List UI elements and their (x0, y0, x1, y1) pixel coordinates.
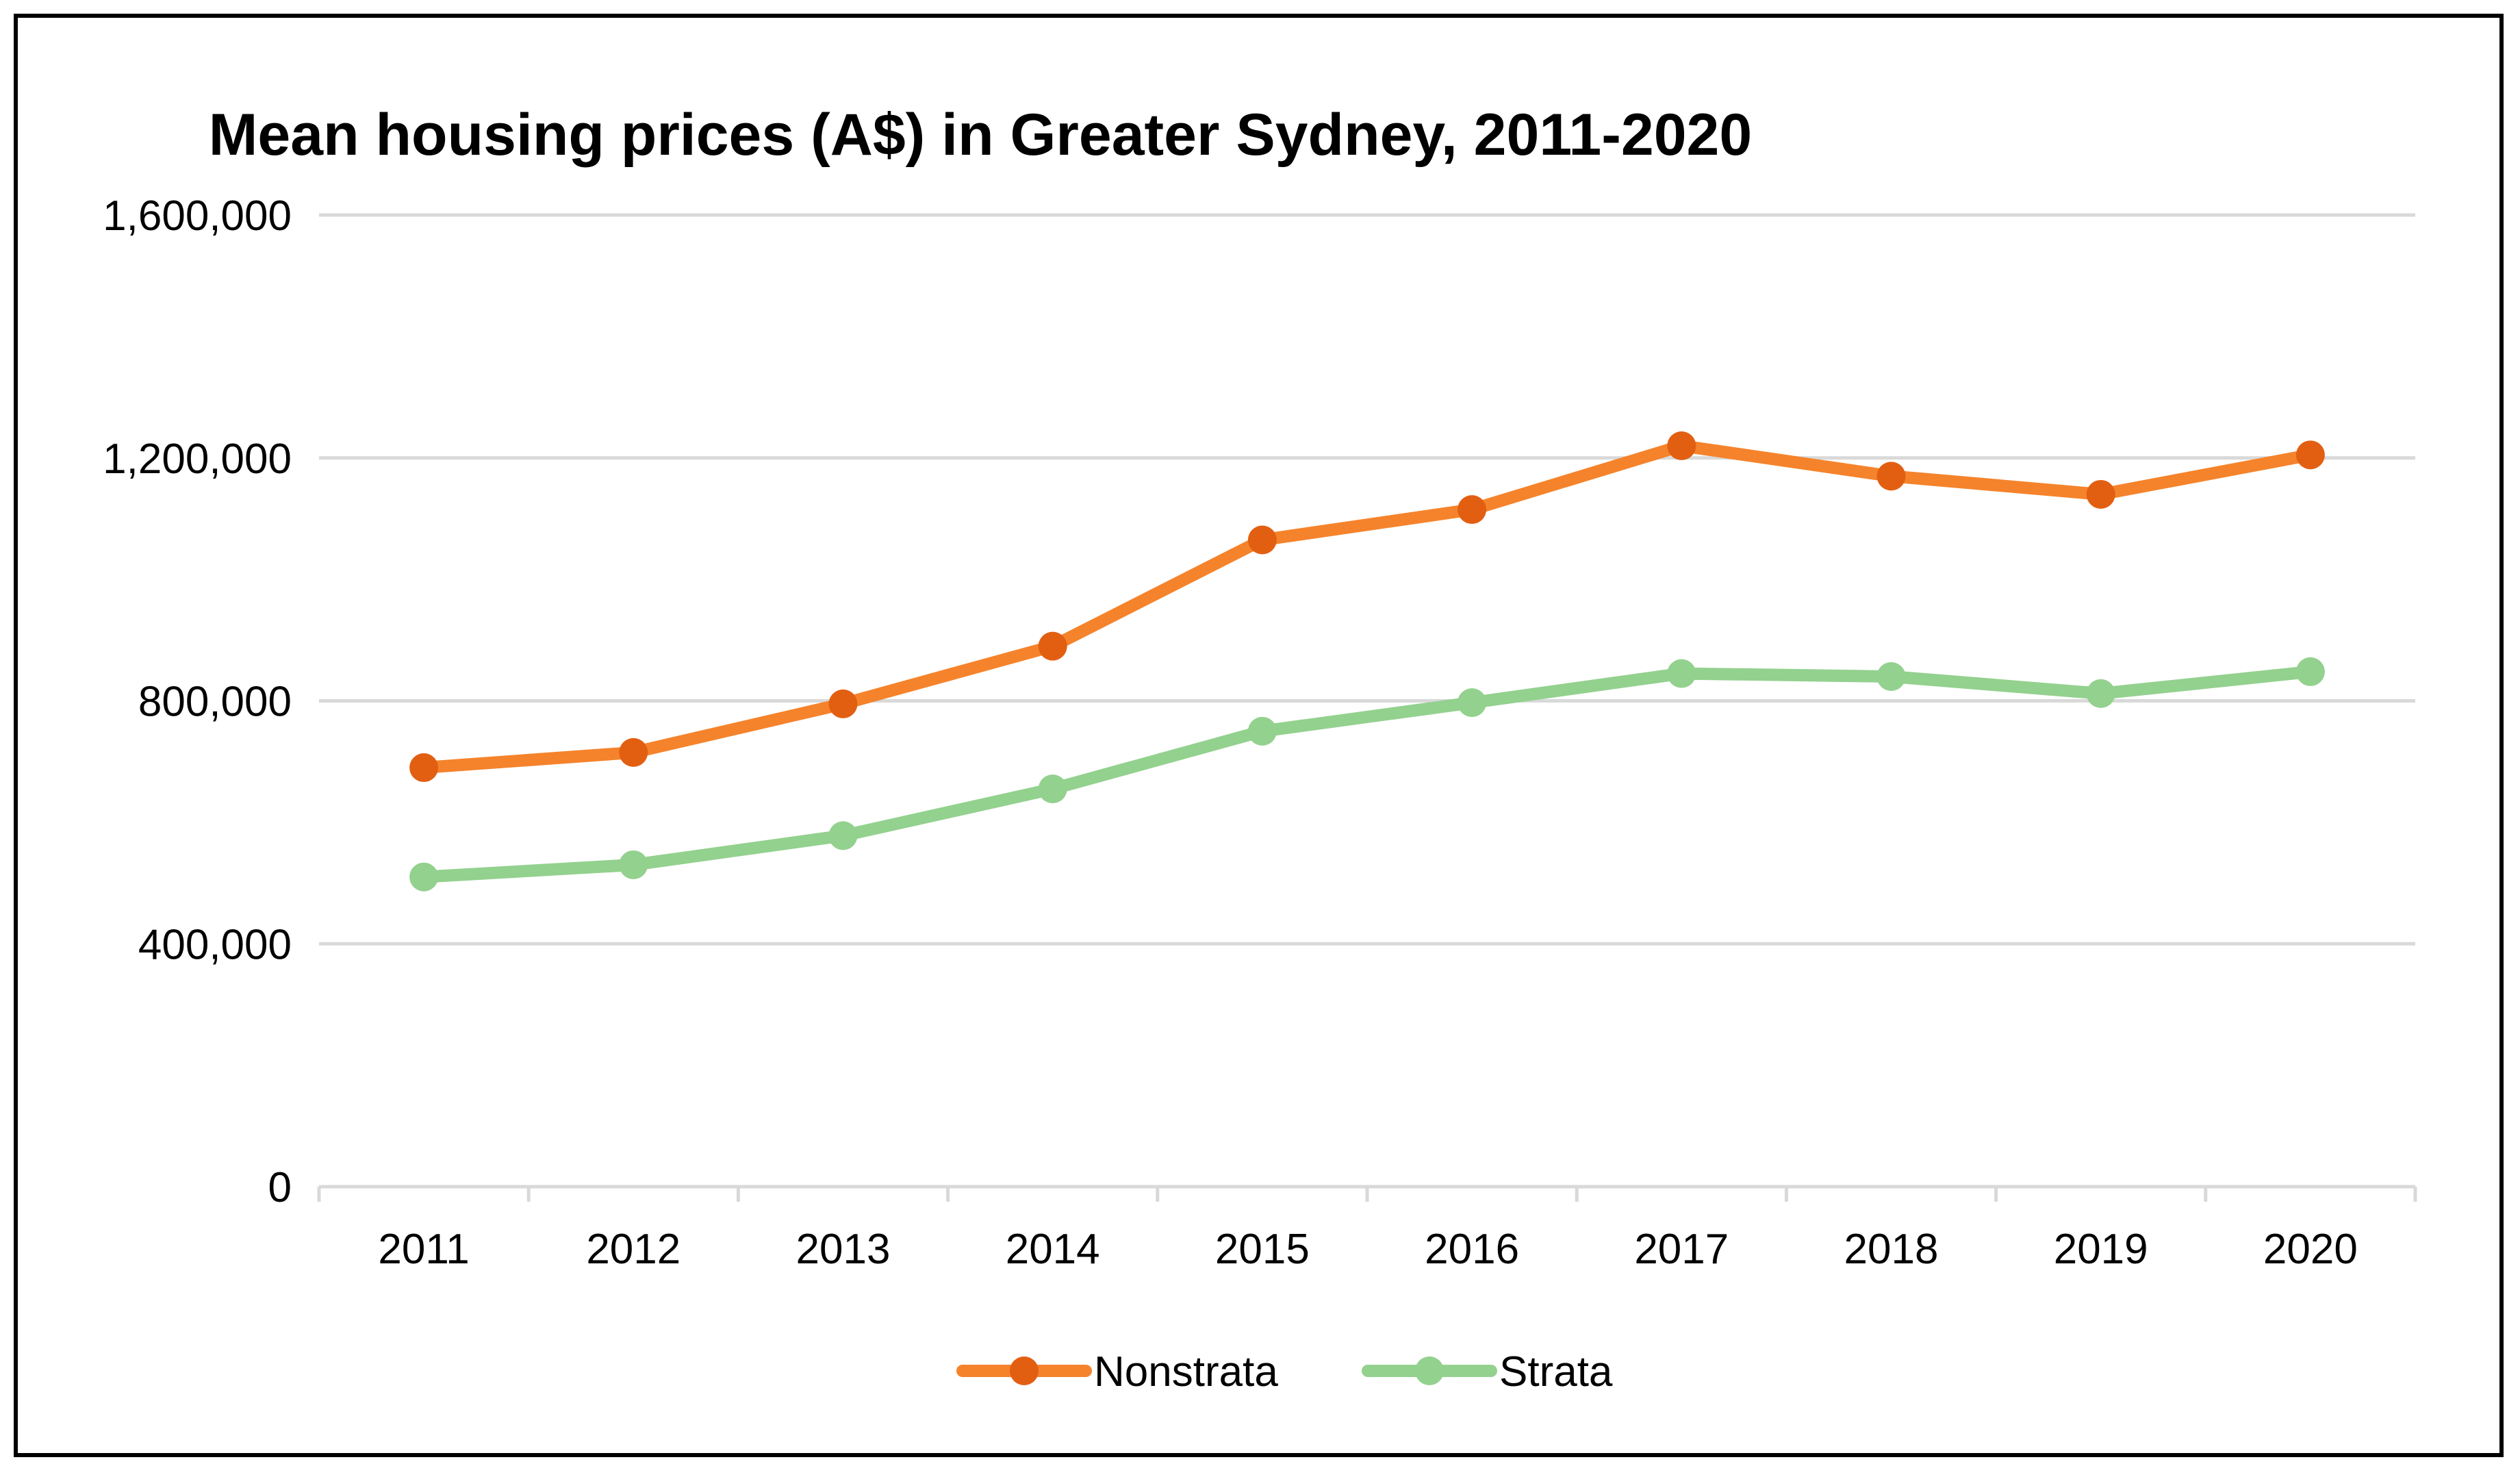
data-point-strata (2295, 657, 2325, 686)
gridlines (319, 213, 2415, 946)
data-point-nonstrata (1247, 525, 1277, 555)
data-point-strata (1247, 716, 1277, 746)
series-line-strata (418, 665, 2317, 883)
legend-label: Nonstrata (1094, 1348, 1278, 1396)
y-tick-label: 400,000 (138, 921, 292, 968)
y-axis: 0 400,000 800,000 1,200,000 1,600,000 (103, 192, 292, 1211)
data-point-nonstrata (1038, 631, 1067, 661)
x-tick-label: 2014 (1006, 1226, 1100, 1273)
x-tick-label: 2020 (2263, 1226, 2358, 1273)
data-point-strata (1458, 688, 1487, 718)
x-tick-label: 2019 (2054, 1226, 2148, 1273)
legend-item-strata[interactable]: Strata (1362, 1348, 1613, 1396)
data-point-strata (1876, 662, 1906, 692)
data-point-nonstrata (1876, 462, 1906, 491)
x-tick-label: 2013 (796, 1226, 891, 1273)
line-chart: Mean housing prices (A$) in Greater Sydn… (103, 102, 2417, 1396)
data-point-strata (409, 862, 439, 892)
series-line-nonstrata (418, 440, 2317, 774)
x-tick-label: 2011 (378, 1226, 469, 1273)
y-tick-label: 1,600,000 (103, 192, 292, 240)
legend-swatch-marker (1010, 1356, 1039, 1385)
data-point-nonstrata (828, 689, 858, 718)
series-group (409, 431, 2325, 892)
x-tick-label: 2012 (586, 1226, 680, 1273)
legend-item-nonstrata[interactable]: Nonstrata (956, 1348, 1278, 1396)
legend-swatch-marker (1415, 1356, 1444, 1385)
data-point-nonstrata (409, 753, 439, 783)
data-point-nonstrata (619, 737, 648, 767)
data-point-strata (828, 821, 858, 850)
data-point-nonstrata (2086, 479, 2115, 509)
x-tick-label: 2015 (1215, 1226, 1310, 1273)
data-point-nonstrata (1667, 431, 1696, 461)
data-point-strata (1667, 659, 1696, 688)
data-point-strata (2086, 679, 2115, 708)
y-tick-label: 800,000 (138, 679, 292, 726)
legend[interactable]: Nonstrata Strata (956, 1348, 1613, 1396)
data-point-nonstrata (2295, 440, 2325, 470)
x-tick-label: 2016 (1425, 1226, 1519, 1273)
y-tick-label: 0 (268, 1164, 292, 1211)
x-tick-label: 2017 (1634, 1226, 1729, 1273)
x-axis: 2011 2012 2013 2014 2015 2016 2017 2018 2019 2020 (317, 1185, 2417, 1273)
chart-title: Mean housing prices (A$) in Greater Sydn… (209, 102, 1752, 168)
x-tick-label: 2018 (1844, 1226, 1939, 1273)
data-point-nonstrata (1458, 495, 1487, 525)
legend-label: Strata (1499, 1348, 1613, 1396)
data-point-strata (619, 850, 648, 879)
data-point-strata (1038, 774, 1067, 804)
y-tick-label: 1,200,000 (103, 435, 292, 483)
chart-frame: Mean housing prices (A$) in Greater Sydn… (14, 14, 2504, 1457)
